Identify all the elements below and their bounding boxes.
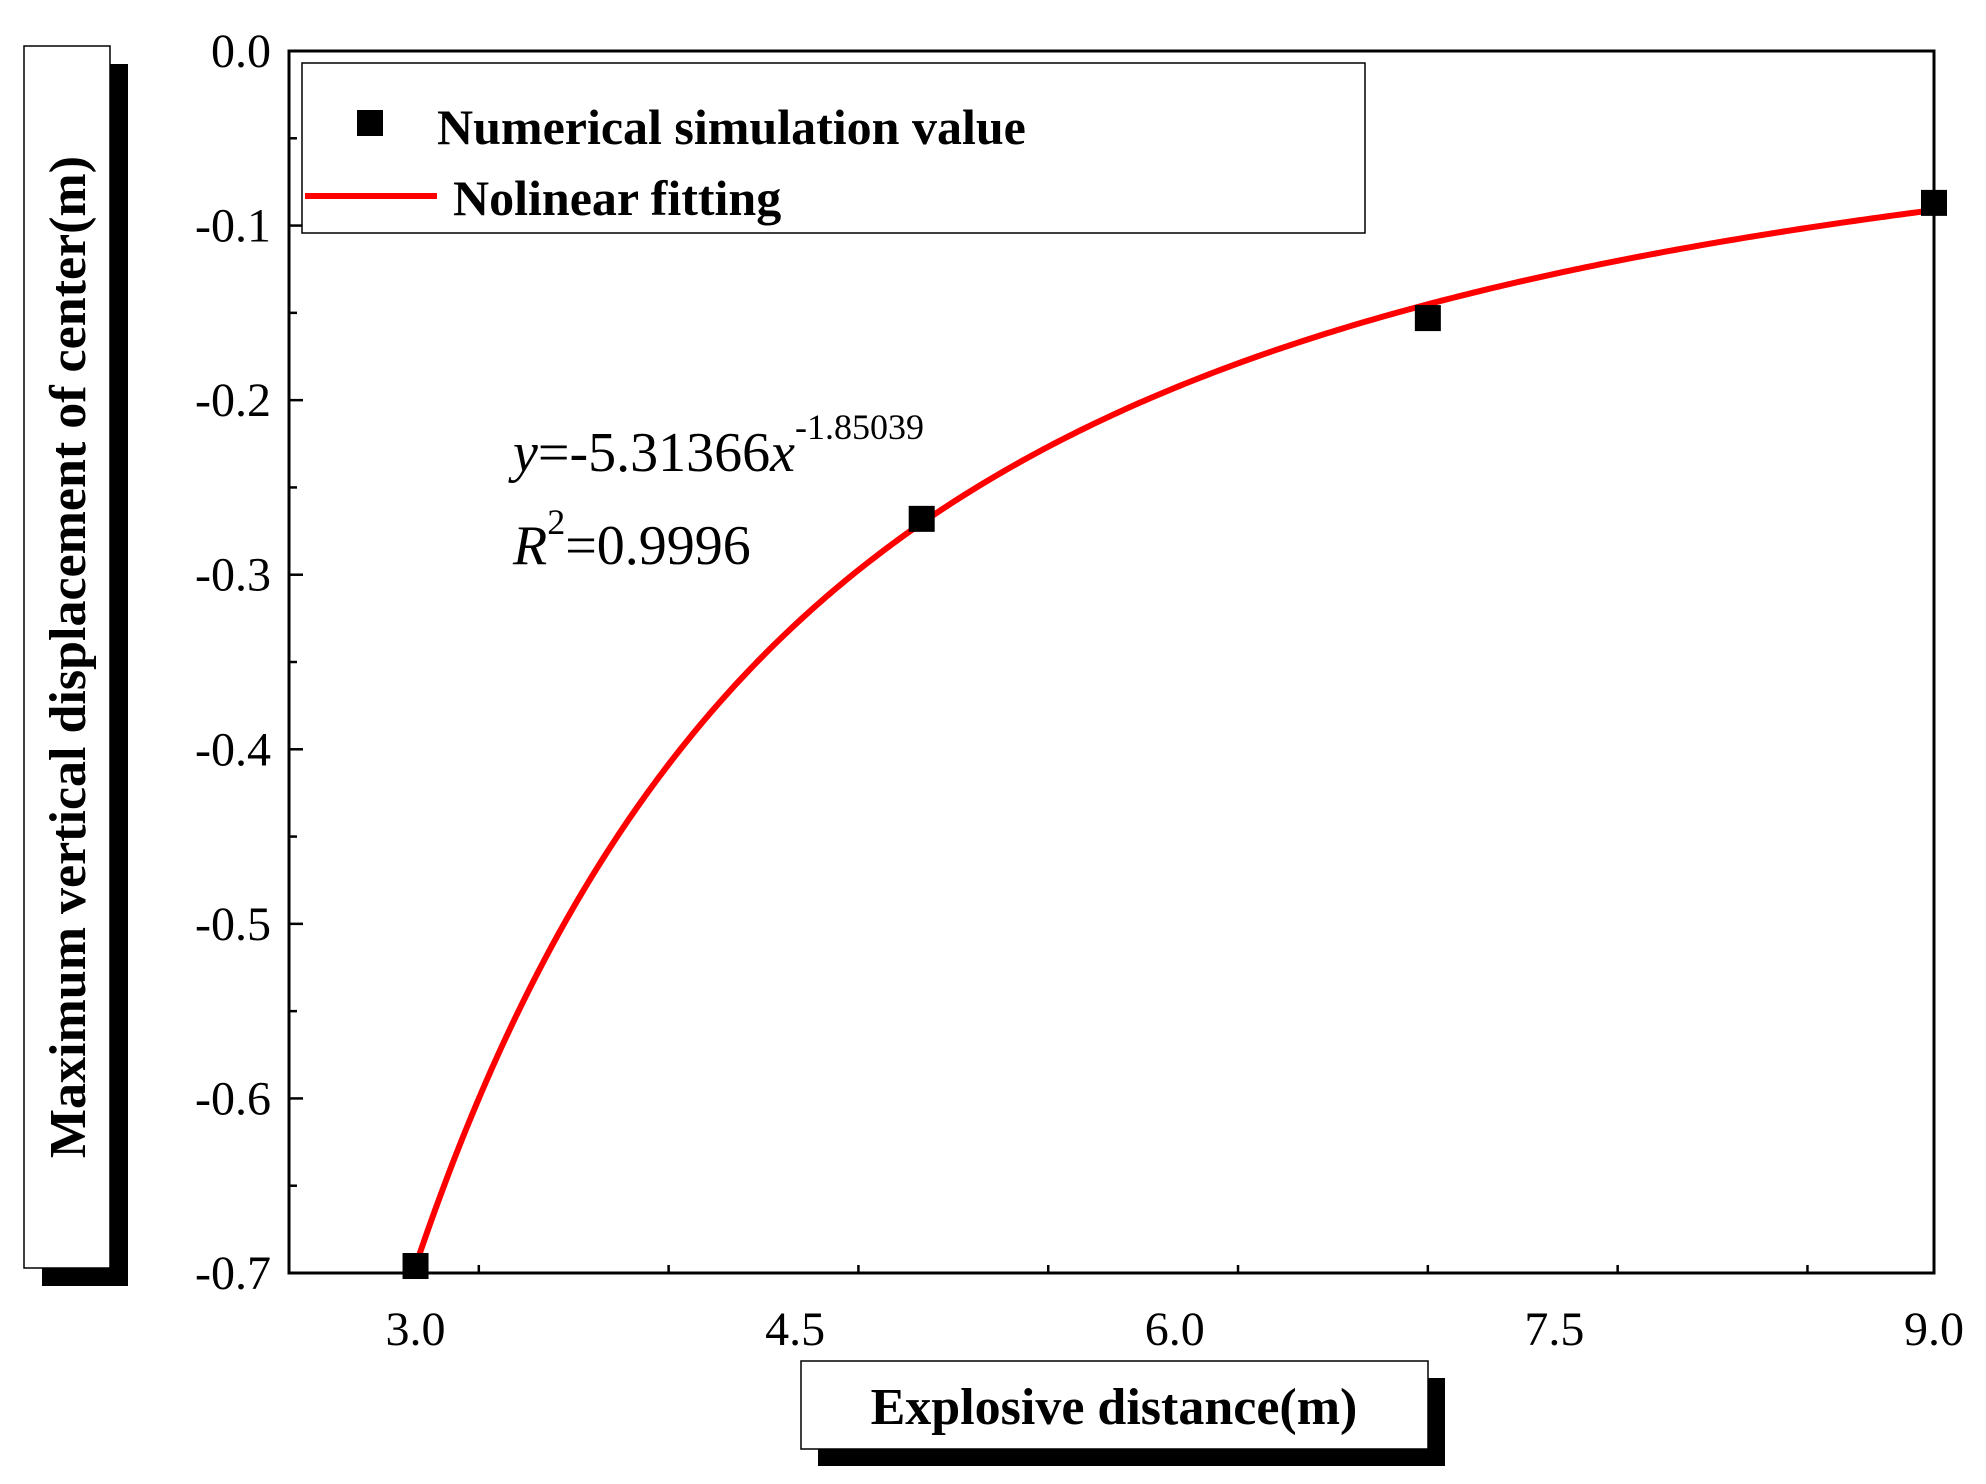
y-tick-label: -0.3	[195, 549, 271, 602]
x-tick-label: 7.5	[1524, 1303, 1584, 1356]
y-axis-title-group: Maximum vertical displacement of center(…	[23, 45, 128, 1286]
eq-exponent: -1.85039	[795, 407, 924, 447]
eq-main: =-5.31366	[538, 422, 770, 484]
data-point	[402, 1253, 429, 1280]
y-tick-label: -0.1	[195, 200, 271, 253]
y-tick-label: -0.2	[195, 374, 271, 427]
y-axis-title: Maximum vertical displacement of center(…	[40, 156, 97, 1158]
x-axis-title: Explosive distance(m)	[871, 1379, 1358, 1436]
x-tick-label: 9.0	[1904, 1303, 1964, 1356]
legend: Numerical simulation value Nolinear fitt…	[301, 62, 1366, 234]
x-tick-label: 4.5	[765, 1303, 825, 1356]
r-superscript: 2	[547, 502, 565, 542]
legend-label-fit: Nolinear fitting	[453, 170, 781, 226]
legend-marker-square	[357, 110, 383, 136]
y-tick-label: -0.4	[195, 723, 271, 776]
y-tick-label: -0.7	[195, 1247, 271, 1300]
fit-curve	[412, 207, 1935, 1267]
data-point	[908, 505, 935, 532]
axes: 3.0 4.5 6.0 7.5 9.0 0.0 -0.1 -0.2 -0.3 -0.4 -0.5 -0…	[195, 25, 1964, 1356]
eq-y: y	[508, 422, 538, 484]
x-title-box	[800, 1360, 1429, 1450]
curve-layer	[412, 207, 1935, 1267]
r-value: =0.9996	[565, 515, 751, 577]
y-title-box	[23, 45, 111, 1269]
x-tick-label: 3.0	[386, 1303, 446, 1356]
r-label: R	[512, 515, 547, 577]
points-layer	[402, 189, 1947, 1280]
x-tick-label: 6.0	[1145, 1303, 1205, 1356]
eq-x: x	[769, 422, 795, 484]
equation-line: y=-5.31366x-1.85039	[508, 407, 924, 484]
r-squared-line: R2=0.9996	[512, 502, 751, 577]
legend-label-simulation: Numerical simulation value	[437, 99, 1026, 155]
y-tick-label: -0.5	[195, 898, 271, 951]
y-tick-label: -0.6	[195, 1072, 271, 1125]
x-axis-title-group: Explosive distance(m)	[800, 1360, 1445, 1466]
data-point	[1414, 305, 1441, 332]
data-point	[1921, 189, 1947, 216]
y-tick-label: 0.0	[211, 25, 271, 78]
legend-box	[301, 62, 1366, 234]
plot-frame	[287, 49, 1936, 1275]
